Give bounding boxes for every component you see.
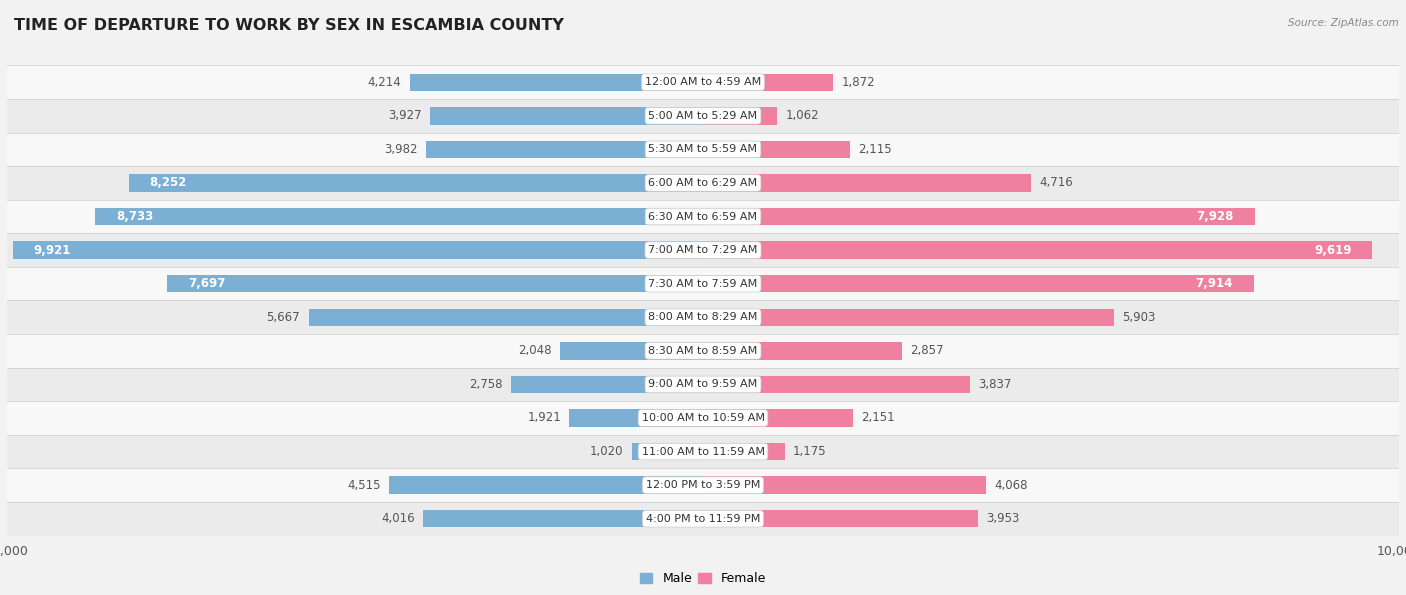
Text: 2,115: 2,115	[859, 143, 893, 156]
Text: Source: ZipAtlas.com: Source: ZipAtlas.com	[1288, 18, 1399, 28]
Text: 3,953: 3,953	[987, 512, 1019, 525]
Text: 12:00 PM to 3:59 PM: 12:00 PM to 3:59 PM	[645, 480, 761, 490]
Bar	[0, 133, 1406, 166]
Bar	[0, 401, 1406, 435]
Text: 5,903: 5,903	[1122, 311, 1156, 324]
Text: 8:00 AM to 8:29 AM: 8:00 AM to 8:29 AM	[648, 312, 758, 322]
Bar	[561, 342, 703, 359]
Text: 9,619: 9,619	[1315, 243, 1351, 256]
Text: 1,062: 1,062	[786, 109, 818, 123]
Bar	[0, 300, 1406, 334]
Text: 1,020: 1,020	[591, 445, 624, 458]
Text: 5:30 AM to 5:59 AM: 5:30 AM to 5:59 AM	[648, 145, 758, 154]
Bar	[703, 275, 1254, 292]
Text: 7,914: 7,914	[1195, 277, 1233, 290]
Bar	[703, 309, 1114, 326]
Bar	[703, 375, 970, 393]
Bar	[409, 74, 703, 91]
Text: 4,716: 4,716	[1039, 177, 1073, 189]
Bar	[703, 107, 778, 124]
Bar	[510, 375, 703, 393]
Bar	[423, 510, 703, 527]
Text: 4,016: 4,016	[381, 512, 415, 525]
Bar	[0, 468, 1406, 502]
Text: 4,515: 4,515	[347, 478, 381, 491]
Text: 8,733: 8,733	[117, 210, 153, 223]
Bar	[0, 99, 1406, 133]
Bar	[703, 409, 852, 427]
Bar	[0, 502, 1406, 536]
Bar	[703, 342, 901, 359]
Text: 8,252: 8,252	[149, 177, 187, 189]
Text: 7:30 AM to 7:59 AM: 7:30 AM to 7:59 AM	[648, 278, 758, 289]
Bar	[703, 242, 1372, 259]
Bar	[703, 174, 1031, 192]
Text: 9,921: 9,921	[34, 243, 70, 256]
Text: 2,857: 2,857	[910, 345, 943, 358]
Bar	[0, 267, 1406, 300]
Bar	[703, 477, 986, 494]
Bar	[0, 65, 1406, 99]
Legend: Male, Female: Male, Female	[636, 568, 770, 590]
Text: 3,982: 3,982	[384, 143, 418, 156]
Text: 10:00 AM to 10:59 AM: 10:00 AM to 10:59 AM	[641, 413, 765, 423]
Bar	[569, 409, 703, 427]
Bar	[167, 275, 703, 292]
Text: 8:30 AM to 8:59 AM: 8:30 AM to 8:59 AM	[648, 346, 758, 356]
Text: 2,758: 2,758	[470, 378, 503, 391]
Bar	[389, 477, 703, 494]
Text: 1,872: 1,872	[842, 76, 876, 89]
Bar	[703, 510, 979, 527]
Bar	[0, 200, 1406, 233]
Text: 9:00 AM to 9:59 AM: 9:00 AM to 9:59 AM	[648, 380, 758, 389]
Text: 6:00 AM to 6:29 AM: 6:00 AM to 6:29 AM	[648, 178, 758, 188]
Bar	[0, 334, 1406, 368]
Text: 3,837: 3,837	[979, 378, 1012, 391]
Text: 4,214: 4,214	[367, 76, 401, 89]
Text: 7,697: 7,697	[188, 277, 225, 290]
Text: 1,921: 1,921	[527, 412, 561, 424]
Text: 7,928: 7,928	[1197, 210, 1234, 223]
Bar	[703, 443, 785, 461]
Text: 3,927: 3,927	[388, 109, 422, 123]
Bar	[0, 233, 1406, 267]
Text: 5:00 AM to 5:29 AM: 5:00 AM to 5:29 AM	[648, 111, 758, 121]
Text: 2,048: 2,048	[519, 345, 553, 358]
Text: 11:00 AM to 11:59 AM: 11:00 AM to 11:59 AM	[641, 447, 765, 456]
Text: 4:00 PM to 11:59 PM: 4:00 PM to 11:59 PM	[645, 513, 761, 524]
Bar	[129, 174, 703, 192]
Bar	[0, 368, 1406, 401]
Bar	[430, 107, 703, 124]
Bar	[308, 309, 703, 326]
Text: 6:30 AM to 6:59 AM: 6:30 AM to 6:59 AM	[648, 212, 758, 221]
Text: TIME OF DEPARTURE TO WORK BY SEX IN ESCAMBIA COUNTY: TIME OF DEPARTURE TO WORK BY SEX IN ESCA…	[14, 18, 564, 33]
Bar	[13, 242, 703, 259]
Bar	[703, 140, 851, 158]
Bar	[703, 74, 834, 91]
Bar	[0, 435, 1406, 468]
Text: 2,151: 2,151	[860, 412, 894, 424]
Text: 5,667: 5,667	[267, 311, 301, 324]
Text: 4,068: 4,068	[994, 478, 1028, 491]
Bar	[633, 443, 703, 461]
Bar	[703, 208, 1254, 226]
Text: 1,175: 1,175	[793, 445, 827, 458]
Bar	[426, 140, 703, 158]
Text: 12:00 AM to 4:59 AM: 12:00 AM to 4:59 AM	[645, 77, 761, 87]
Text: 7:00 AM to 7:29 AM: 7:00 AM to 7:29 AM	[648, 245, 758, 255]
Bar	[96, 208, 703, 226]
Bar	[0, 166, 1406, 200]
